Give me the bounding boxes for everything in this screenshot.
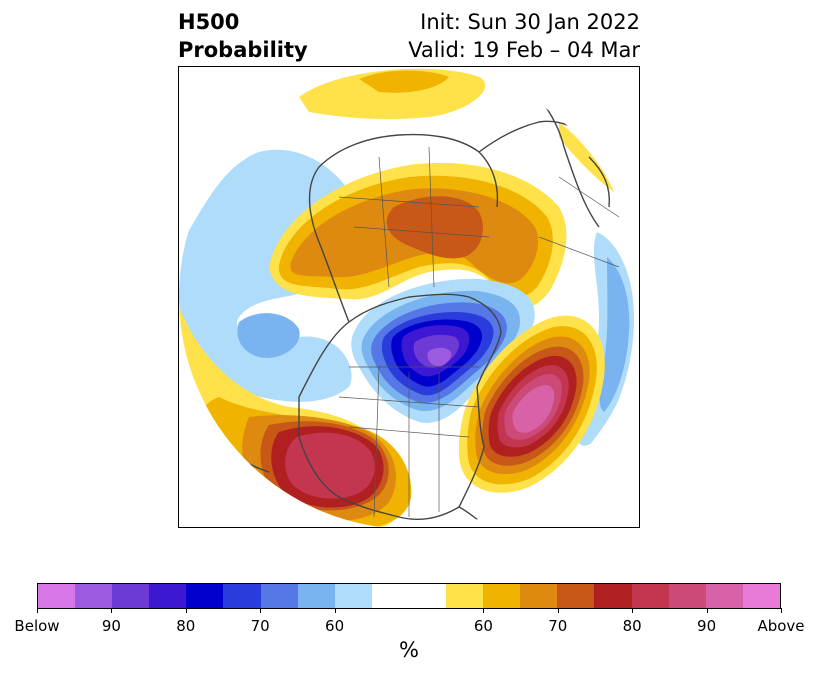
colorbar-tick-label: 90 <box>697 617 717 635</box>
colorbar-tick <box>483 608 484 613</box>
init-date: Init: Sun 30 Jan 2022 <box>420 10 640 34</box>
colorbar <box>37 583 781 609</box>
colorbar-segment <box>668 584 706 608</box>
colorbar-tick <box>260 608 261 613</box>
colorbar-segment <box>186 584 224 608</box>
colorbar-tick <box>37 608 38 613</box>
europe-above-yellow <box>559 122 614 192</box>
date-info: Init: Sun 30 Jan 2022 Valid: 19 Feb – 04… <box>408 8 640 64</box>
colorbar-tick <box>707 608 708 613</box>
title-variable: H500 <box>178 10 240 34</box>
colorbar-segment <box>446 584 484 608</box>
colorbar-segment <box>520 584 558 608</box>
colorbar-tick-label: Above <box>757 617 805 635</box>
central-below-purple <box>427 347 452 367</box>
colorbar-tick-label: 60 <box>473 617 493 635</box>
boundary-lines <box>338 146 620 518</box>
colorbar-tick-label: 60 <box>325 617 345 635</box>
colorbar-tick-label: 70 <box>250 617 270 635</box>
colorbar-tick <box>781 608 782 613</box>
map-canvas <box>179 67 639 527</box>
northern-above-rust <box>386 196 484 259</box>
colorbar-tick <box>632 608 633 613</box>
colorbar-segment <box>75 584 113 608</box>
colorbar-segment <box>483 584 521 608</box>
colorbar-segment <box>334 584 372 608</box>
colorbar-segment <box>705 584 743 608</box>
colorbar-segment <box>742 584 780 608</box>
colorbar-segment <box>149 584 187 608</box>
colorbar-unit: % <box>399 638 419 662</box>
colorbar-tick <box>111 608 112 613</box>
pacific-blue-core <box>237 313 300 358</box>
arctic-above-gold <box>359 70 449 93</box>
colorbar-segment <box>112 584 150 608</box>
colorbar-tick-label: 80 <box>176 617 196 635</box>
atlantic-above-pink <box>512 385 555 433</box>
colorbar-segment <box>594 584 632 608</box>
colorbar-tick <box>335 608 336 613</box>
colorbar-tick-label: 80 <box>622 617 642 635</box>
colorbar-segment <box>223 584 261 608</box>
colorbar-tick <box>558 608 559 613</box>
title-product: Probability <box>178 38 308 62</box>
atlantic-below-mid <box>599 257 630 412</box>
colorbar-segment <box>297 584 335 608</box>
colorbar-segment <box>260 584 298 608</box>
southwest-above-crimson <box>285 432 375 499</box>
colorbar-segment <box>631 584 669 608</box>
colorbar-tick-label: 90 <box>101 617 121 635</box>
colorbar-tick-label: Below <box>14 617 60 635</box>
colorbar-tick-label: 70 <box>548 617 568 635</box>
probability-map <box>178 66 640 528</box>
valid-period: Valid: 19 Feb – 04 Mar <box>408 38 640 62</box>
colorbar-segment <box>371 584 409 608</box>
colorbar-segment <box>38 584 76 608</box>
colorbar-segment <box>557 584 595 608</box>
chart-title: H500 Probability <box>178 8 308 64</box>
colorbar-segment <box>408 584 447 608</box>
colorbar-tick <box>186 608 187 613</box>
